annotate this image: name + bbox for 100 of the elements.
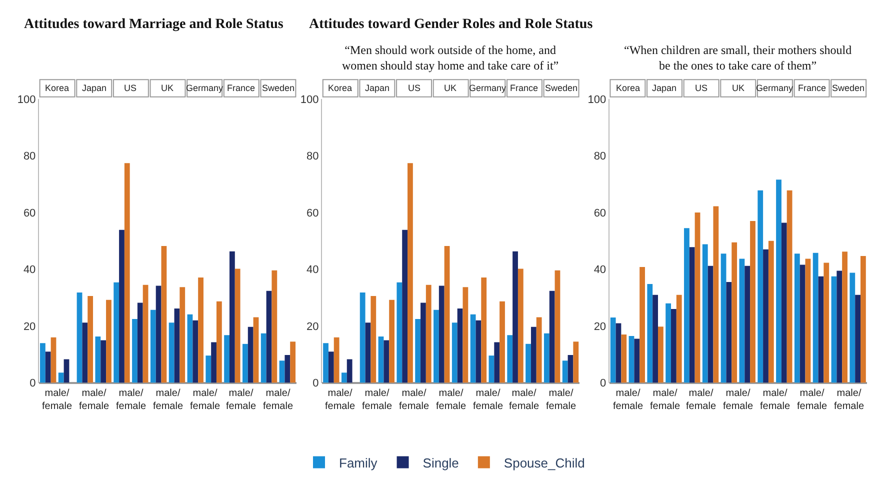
bar: [272, 270, 278, 383]
bar: [494, 342, 500, 383]
text: Japan: [652, 83, 677, 93]
bar: [726, 282, 732, 383]
bar: [842, 252, 848, 383]
bar: [426, 284, 432, 383]
bar: [279, 360, 285, 383]
bar: [744, 266, 750, 383]
text: Germany: [469, 83, 507, 93]
text: male/ female: [325, 388, 356, 412]
bar: [408, 163, 413, 383]
bar: [266, 290, 272, 383]
bar: [192, 320, 198, 383]
bar: [114, 282, 120, 383]
bar: [518, 268, 524, 383]
bar: [805, 258, 811, 383]
text: Korea: [45, 83, 70, 93]
bar: [142, 284, 148, 383]
bar: [438, 286, 444, 383]
text: US: [695, 83, 708, 93]
text: male/ female: [546, 388, 576, 412]
text: male/ female: [797, 388, 828, 412]
bar: [713, 206, 719, 383]
bar: [676, 294, 682, 383]
bar: [750, 221, 756, 383]
y-tick-label: 80: [594, 150, 606, 163]
bar: [610, 318, 616, 383]
text: male/ female: [436, 388, 466, 412]
y-tick-label: 80: [23, 150, 36, 163]
y-tick-label: 0: [312, 378, 319, 390]
bar: [415, 318, 421, 383]
text: France: [227, 83, 256, 93]
bar: [198, 278, 204, 383]
text: male/ female: [263, 388, 294, 412]
text: Korea: [328, 83, 352, 93]
bar: [242, 344, 248, 383]
y-tick-label: 60: [594, 207, 606, 220]
bar: [132, 318, 138, 383]
text: France: [798, 83, 826, 93]
bar: [95, 336, 101, 383]
bar: [470, 314, 476, 383]
bar: [536, 317, 542, 383]
bar: [758, 190, 764, 383]
bar: [647, 284, 653, 383]
text: male/ female: [153, 388, 184, 412]
bar: [334, 337, 340, 383]
bar: [526, 344, 531, 383]
y-tick-label: 60: [306, 207, 319, 220]
text: Germany: [756, 83, 794, 93]
bar: [253, 317, 259, 383]
text: UK: [161, 83, 174, 93]
bar: [831, 276, 837, 383]
bar: [206, 356, 212, 383]
bar: [763, 249, 768, 383]
bar: [106, 300, 112, 383]
text: US: [124, 83, 137, 93]
bar: [500, 301, 505, 383]
bar: [786, 190, 792, 383]
bar: [58, 372, 64, 383]
bar: [137, 302, 143, 383]
bar: [544, 333, 550, 383]
bar: [444, 246, 450, 383]
bar: [720, 254, 726, 383]
y-tick-label: 20: [594, 320, 606, 333]
bar: [396, 282, 402, 383]
bar: [168, 322, 174, 383]
y-tick-label: 80: [306, 150, 319, 163]
bar: [507, 335, 513, 383]
bar: [45, 352, 51, 383]
chart-title: Attitudes toward Marriage and Role Status: [24, 17, 284, 32]
y-tick-label: 40: [306, 264, 319, 276]
bar: [739, 258, 745, 383]
bar: [76, 292, 82, 383]
bar: [768, 240, 774, 383]
legend-label: Family: [339, 455, 378, 470]
bar: [378, 336, 384, 383]
bar: [40, 343, 46, 383]
text: male/ female: [613, 388, 644, 412]
bar: [616, 323, 622, 383]
bar: [562, 360, 568, 383]
bar: [621, 334, 627, 383]
bar: [666, 303, 672, 383]
text: Germany: [186, 83, 224, 93]
bar: [260, 333, 266, 383]
bar: [346, 359, 352, 383]
bar: [860, 256, 866, 383]
bar: [476, 320, 482, 383]
text: male/ female: [760, 388, 790, 412]
text: UK: [444, 83, 457, 93]
bar: [187, 314, 193, 383]
text: France: [510, 83, 538, 93]
bar: [850, 272, 856, 383]
text: male/ female: [686, 388, 716, 412]
bar: [384, 340, 390, 383]
bar: [100, 340, 106, 383]
bar: [818, 276, 824, 383]
bar: [161, 246, 167, 383]
text: male/ female: [473, 388, 504, 412]
y-tick-label: 20: [23, 320, 36, 333]
text: male/ female: [650, 388, 680, 412]
